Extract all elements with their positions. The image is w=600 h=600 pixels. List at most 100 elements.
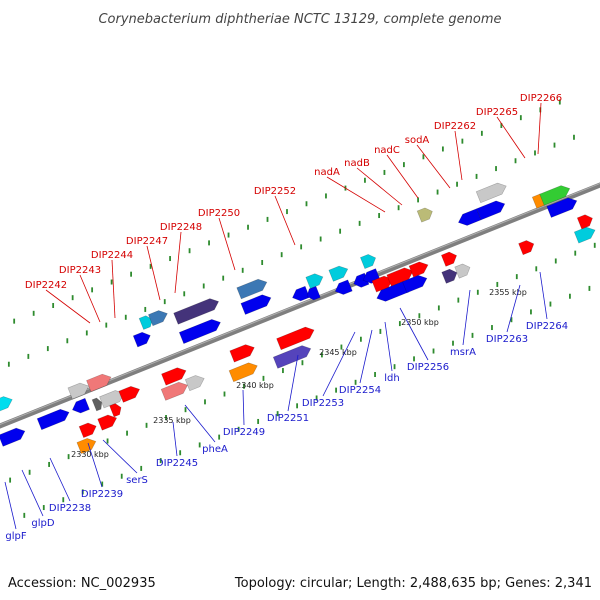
gene-feature: [76, 438, 97, 455]
guide-dot: [62, 497, 65, 503]
guide-dot: [85, 330, 88, 336]
gene-feature: [386, 267, 414, 287]
gene-feature: [184, 375, 205, 392]
guide-dot: [183, 291, 186, 297]
guide-dot: [452, 340, 454, 346]
gene-feature: [441, 268, 458, 284]
gene-feature: [228, 362, 258, 383]
guide-dot: [66, 338, 69, 344]
gene-feature: [305, 273, 324, 289]
gene-feature: [539, 185, 571, 206]
guide-dot: [227, 232, 230, 238]
guide-dot: [23, 512, 26, 518]
guide-dot: [7, 361, 10, 367]
bottom-leader-line: [242, 389, 245, 426]
guide-dot: [13, 318, 16, 324]
guide-dot: [325, 193, 327, 199]
guide-dot: [471, 332, 474, 338]
guide-dot: [461, 138, 464, 144]
kbp-tick-label: 2330 kbp: [71, 450, 109, 459]
gene-feature: [78, 422, 97, 439]
guide-dot: [403, 162, 405, 168]
guide-dot: [124, 314, 127, 320]
guide-dot: [237, 426, 240, 432]
gene-labels: DIP2242 DIP2243 DIP2244 DIP2247 DIP2248 DIP22…: [5, 93, 568, 542]
guide-dot: [105, 322, 108, 328]
gene-feature: [91, 397, 103, 412]
guide-dot: [534, 150, 536, 156]
guide-dot: [354, 379, 357, 385]
top-gene-label: nadB: [344, 158, 370, 169]
gene-feature: [67, 382, 90, 400]
top-gene-label: DIP2243: [59, 265, 101, 276]
map-title: Corynebacterium diphtheriae NCTC 13129, …: [98, 12, 501, 27]
top-leader-line: [326, 176, 386, 213]
gene-feature: [0, 427, 26, 447]
top-leader-line: [274, 195, 296, 246]
gene-feature: [476, 200, 506, 221]
guide-dot: [169, 256, 171, 262]
gene-feature: [161, 367, 187, 386]
top-leader-line: [79, 274, 101, 323]
guide-dot: [437, 305, 440, 311]
guide-dot: [515, 274, 518, 280]
bottom-leader-line: [359, 329, 373, 384]
kbp-ticks: 2330 kbp 2335 kbp 2340 kbp 2345 kbp 2350 kbp…: [71, 288, 527, 459]
guide-dot: [335, 387, 337, 393]
guide-dot: [530, 309, 532, 315]
guide-dot: [480, 130, 483, 136]
guide-dot: [393, 364, 396, 370]
bottom-gene-label: DIP2253: [302, 398, 344, 409]
guide-dot: [46, 346, 49, 352]
top-leader-line: [45, 289, 91, 324]
gene-feature: [408, 261, 429, 278]
bottom-gene-label: pheA: [202, 444, 228, 455]
bottom-leader-line: [49, 457, 71, 502]
top-gene-label: DIP2250: [198, 208, 240, 219]
guide-dot: [397, 205, 400, 211]
guide-dot: [247, 224, 249, 230]
guide-dot: [495, 166, 497, 172]
kbp-tick-label: 2355 kbp: [489, 288, 527, 297]
top-leader-line: [146, 245, 161, 301]
genome-backbone: [0, 182, 600, 429]
gene-feature: [518, 240, 535, 256]
bottom-leader-line: [21, 469, 44, 517]
guide-dot: [339, 228, 342, 234]
guide-dot: [241, 267, 244, 273]
bottom-gene-label: DIP2263: [486, 334, 528, 345]
top-gene-label: DIP2247: [126, 236, 168, 247]
gene-feature: [229, 344, 255, 363]
guide-dot: [296, 403, 299, 409]
bottom-leader-line: [287, 354, 299, 412]
guide-dot: [222, 275, 225, 281]
guide-dot: [159, 458, 162, 464]
guide-dot: [300, 244, 303, 250]
guide-dot: [48, 461, 50, 467]
top-leader-line: [386, 154, 419, 199]
bottom-leader-line: [87, 442, 103, 488]
guide-dot: [500, 122, 503, 128]
gene-feature: [118, 386, 141, 403]
guide-dot: [198, 442, 201, 448]
bottom-gene-label: DIP2264: [526, 321, 568, 332]
guide-dot: [475, 173, 478, 179]
top-gene-label: nadA: [314, 167, 340, 178]
bottom-gene-label: DIP2245: [156, 458, 198, 469]
guide-dot: [179, 450, 182, 456]
gene-feature: [576, 214, 593, 230]
bottom-leader-line: [184, 404, 216, 443]
guide-dot: [588, 285, 591, 291]
guide-dot: [496, 281, 499, 287]
bottom-gene-label: DIP2254: [339, 385, 381, 396]
bottom-gene-label: serS: [126, 475, 148, 486]
bottom-gene-label: glpD: [31, 518, 54, 529]
guide-dot: [266, 216, 269, 222]
kbp-tick-label: 2350 kbp: [401, 318, 439, 327]
guide-dot: [593, 242, 596, 248]
guide-dot: [42, 505, 45, 511]
bottom-leader-line: [172, 421, 178, 457]
guide-dot: [71, 295, 74, 301]
gene-feature: [0, 396, 13, 416]
